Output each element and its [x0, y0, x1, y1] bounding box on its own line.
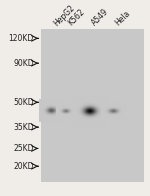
Text: Hela: Hela [113, 9, 132, 28]
Text: K562: K562 [66, 7, 86, 28]
Text: 50KD: 50KD [13, 98, 34, 107]
FancyBboxPatch shape [41, 29, 144, 182]
Text: A549: A549 [90, 7, 110, 28]
Text: HepG2: HepG2 [51, 3, 76, 28]
Text: 20KD: 20KD [13, 162, 34, 171]
Text: 90KD: 90KD [13, 59, 34, 68]
Text: 25KD: 25KD [13, 144, 34, 153]
Text: 35KD: 35KD [13, 123, 34, 132]
Text: 120KD: 120KD [9, 34, 34, 43]
